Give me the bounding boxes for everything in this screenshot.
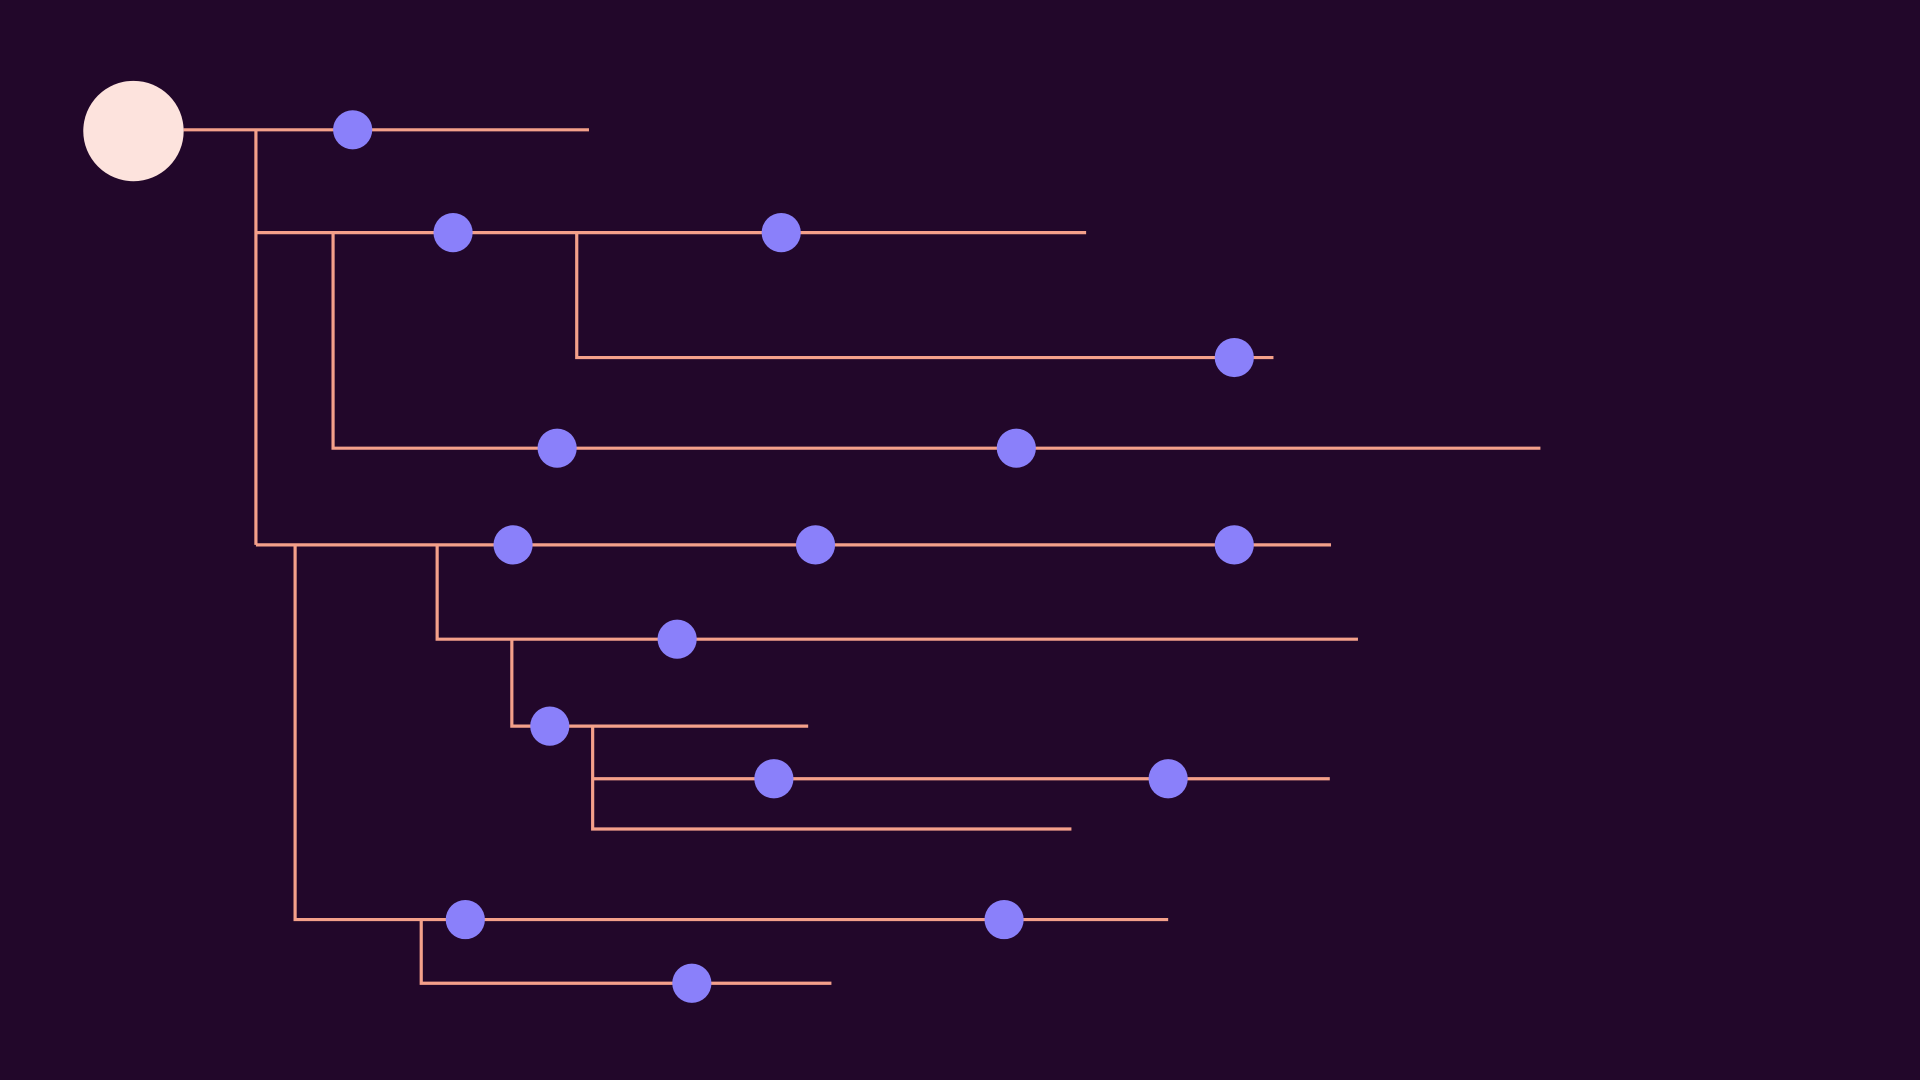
node — [996, 428, 1036, 468]
node — [445, 900, 485, 940]
branch — [293, 544, 1169, 922]
node — [657, 619, 697, 659]
node — [530, 706, 570, 746]
branch — [575, 232, 1274, 360]
branch — [510, 639, 809, 728]
node — [795, 525, 836, 565]
node — [1214, 525, 1254, 565]
node — [1214, 337, 1254, 378]
node — [433, 213, 473, 253]
root-node — [83, 80, 184, 182]
node — [984, 900, 1024, 940]
node — [537, 428, 577, 468]
node — [493, 525, 533, 565]
branch — [591, 726, 1072, 831]
node — [761, 213, 801, 253]
node — [754, 759, 794, 799]
nodes — [333, 110, 1254, 1003]
node — [333, 110, 373, 150]
node — [1148, 759, 1188, 799]
node — [672, 963, 712, 1003]
branch — [331, 232, 1541, 450]
branches — [183, 128, 1541, 985]
branch — [435, 544, 1358, 641]
